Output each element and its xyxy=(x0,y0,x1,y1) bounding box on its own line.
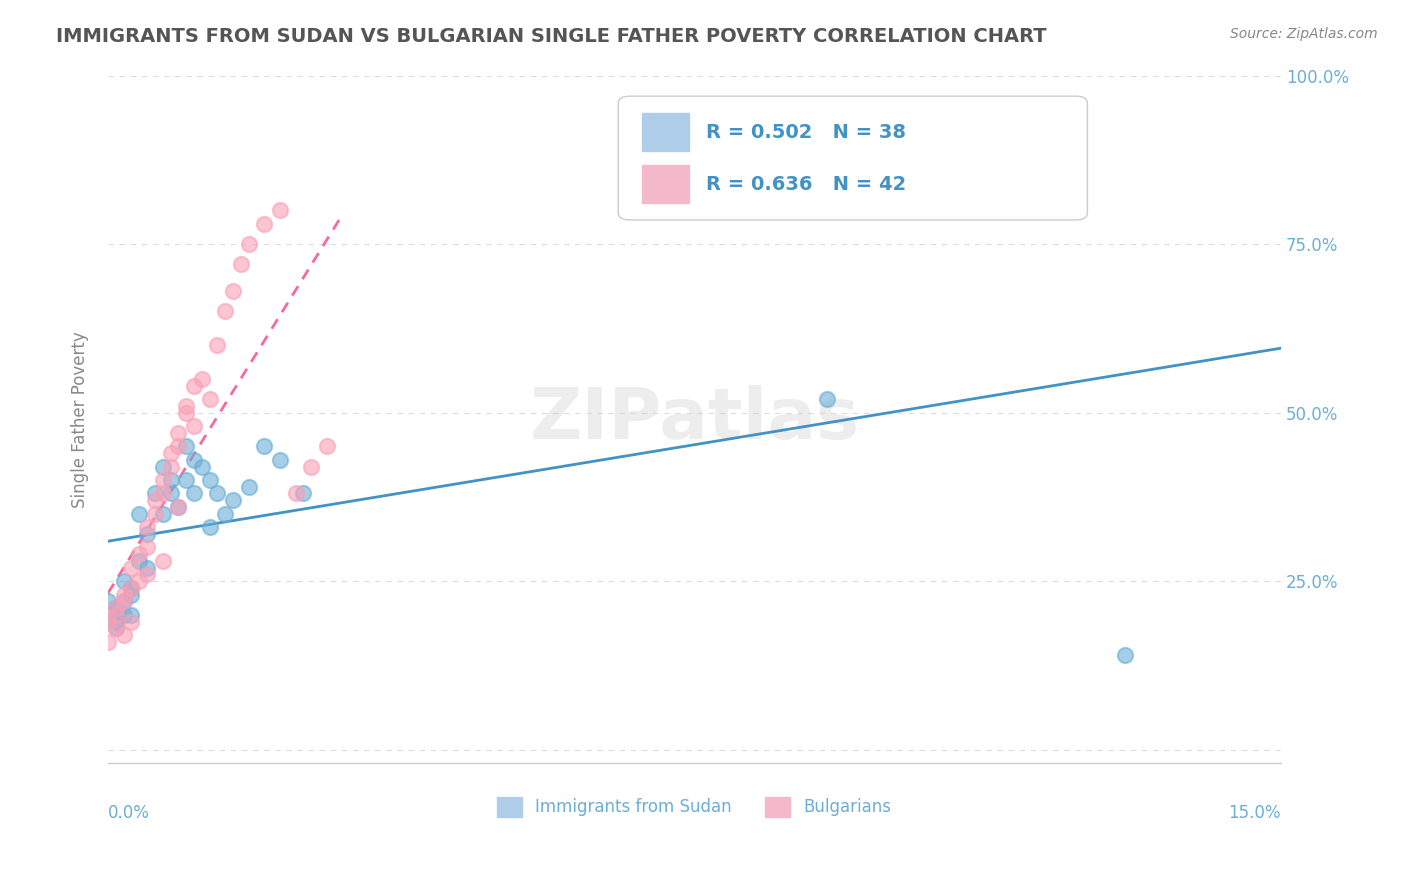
Text: ZIPatlas: ZIPatlas xyxy=(530,384,859,454)
FancyBboxPatch shape xyxy=(641,165,689,202)
Point xyxy=(128,574,150,588)
Point xyxy=(128,554,150,568)
Point xyxy=(815,392,838,406)
Point xyxy=(143,493,166,508)
Point xyxy=(136,527,159,541)
Point xyxy=(159,446,181,460)
Point xyxy=(269,203,291,218)
Point xyxy=(104,621,127,635)
Point xyxy=(128,507,150,521)
Point xyxy=(128,547,150,561)
Point xyxy=(120,615,142,629)
Point xyxy=(238,480,260,494)
Point xyxy=(1114,648,1136,663)
Point xyxy=(97,594,120,608)
Point xyxy=(183,486,205,500)
Point xyxy=(112,594,135,608)
Point xyxy=(269,452,291,467)
Point xyxy=(174,406,197,420)
Point xyxy=(174,439,197,453)
Point xyxy=(207,486,229,500)
Point xyxy=(253,217,276,231)
Point xyxy=(214,304,236,318)
Point xyxy=(152,486,174,500)
Point xyxy=(159,459,181,474)
Point xyxy=(167,439,190,453)
Point xyxy=(120,560,142,574)
Point xyxy=(238,237,260,252)
Legend: Immigrants from Sudan, Bulgarians: Immigrants from Sudan, Bulgarians xyxy=(491,790,898,823)
Point xyxy=(112,628,135,642)
Point xyxy=(207,338,229,352)
Point xyxy=(104,601,127,615)
Point xyxy=(104,601,127,615)
Point xyxy=(214,507,236,521)
Point xyxy=(143,486,166,500)
Point xyxy=(120,588,142,602)
Point xyxy=(198,520,221,534)
Point xyxy=(136,520,159,534)
Point xyxy=(284,486,307,500)
Text: R = 0.636   N = 42: R = 0.636 N = 42 xyxy=(706,175,907,194)
Point xyxy=(167,425,190,440)
Point xyxy=(136,541,159,555)
Point xyxy=(183,452,205,467)
Point xyxy=(174,399,197,413)
Point xyxy=(159,486,181,500)
Text: IMMIGRANTS FROM SUDAN VS BULGARIAN SINGLE FATHER POVERTY CORRELATION CHART: IMMIGRANTS FROM SUDAN VS BULGARIAN SINGL… xyxy=(56,27,1047,45)
Point xyxy=(112,594,135,608)
Point xyxy=(97,634,120,648)
Point xyxy=(120,607,142,622)
Point xyxy=(152,507,174,521)
Point xyxy=(222,493,245,508)
Point xyxy=(229,257,252,271)
Point xyxy=(174,473,197,487)
Point xyxy=(104,621,127,635)
Text: R = 0.502   N = 38: R = 0.502 N = 38 xyxy=(706,123,907,142)
Point xyxy=(167,500,190,514)
Point xyxy=(152,554,174,568)
Point xyxy=(152,459,174,474)
Point xyxy=(292,486,315,500)
Point xyxy=(136,560,159,574)
Point xyxy=(316,439,339,453)
Point xyxy=(112,588,135,602)
Point xyxy=(159,473,181,487)
Text: Source: ZipAtlas.com: Source: ZipAtlas.com xyxy=(1230,27,1378,41)
Point xyxy=(191,459,214,474)
Point xyxy=(957,156,980,170)
Point xyxy=(222,285,245,299)
Text: 15.0%: 15.0% xyxy=(1229,805,1281,822)
Point xyxy=(198,473,221,487)
Text: 0.0%: 0.0% xyxy=(108,805,150,822)
Point xyxy=(104,615,127,629)
Point xyxy=(152,473,174,487)
Point xyxy=(191,372,214,386)
Point xyxy=(120,581,142,595)
FancyBboxPatch shape xyxy=(641,113,689,151)
Point xyxy=(143,507,166,521)
Point xyxy=(120,581,142,595)
Point xyxy=(198,392,221,406)
Point xyxy=(183,419,205,434)
Point xyxy=(136,567,159,582)
Point xyxy=(104,607,127,622)
Point xyxy=(97,615,120,629)
Point xyxy=(112,607,135,622)
Y-axis label: Single Father Poverty: Single Father Poverty xyxy=(72,331,89,508)
Point xyxy=(299,459,322,474)
Point xyxy=(253,439,276,453)
Point xyxy=(167,500,190,514)
FancyBboxPatch shape xyxy=(619,96,1087,220)
Point xyxy=(104,607,127,622)
Point xyxy=(183,378,205,392)
Point xyxy=(112,574,135,588)
